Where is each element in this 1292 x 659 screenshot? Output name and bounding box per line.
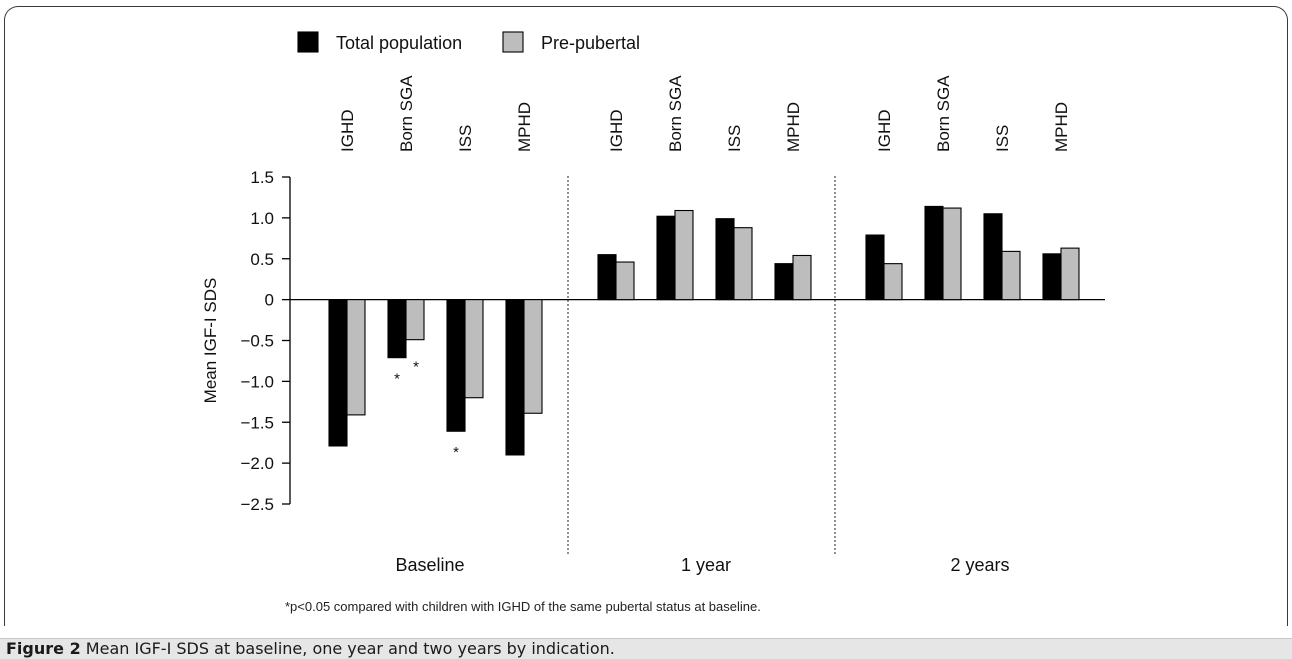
category-label: ISS [725,125,744,152]
category-label: IGHD [338,110,357,153]
group-label: 1 year [681,555,731,575]
bar-pre-pubertal [346,299,366,416]
bar-total-population [328,299,348,447]
category-label: IGHD [607,110,626,153]
category-label: IGHD [875,110,894,153]
bar-total-population [505,299,525,456]
significance-marker: * [453,444,459,461]
y-tick-label: −1.0 [240,372,274,391]
bar-total-population [774,263,794,301]
category-label: ISS [993,125,1012,152]
category-label: Born SGA [397,75,416,152]
bar-total-population [597,254,617,301]
category-label: Born SGA [666,75,685,152]
bar-total-population [865,234,885,301]
footnote: *p<0.05 compared with children with IGHD… [285,599,761,614]
bar-pre-pubertal [615,261,635,301]
caption-text: Mean IGF-I SDS at baseline, one year and… [80,639,615,658]
category-label: MPHD [1052,102,1071,152]
bar-pre-pubertal [405,299,425,341]
legend-swatch-pre-pubertal [502,31,524,53]
y-tick-label: −2.5 [240,495,274,514]
category-label: MPHD [515,102,534,152]
caption-label: Figure 2 [6,639,81,658]
y-tick-label: 0.5 [250,250,274,269]
legend-label-total-population: Total population [336,33,462,53]
group-label: 2 years [950,555,1009,575]
bar-total-population [924,205,944,301]
bar-chart: 1.5 1.0 0.5 0 −0.5 −1.0 −1.5 −2.0 −2.5 Mean IGF-I… [201,31,1105,614]
bar-total-population [446,299,466,432]
y-tick-label: 0 [265,291,274,310]
y-tick-label: −1.5 [240,413,274,432]
significance-marker: * [413,359,419,376]
bar-pre-pubertal [942,207,962,301]
bar-pre-pubertal [464,299,484,399]
bar-pre-pubertal [883,263,903,301]
bar-total-population [387,299,407,359]
y-tick-label: −2.0 [240,454,274,473]
caption-bar [0,638,1292,659]
legend-swatch-total-population [297,31,319,53]
bar-total-population [1042,253,1062,301]
significance-marker: * [394,371,400,388]
group-label: Baseline [395,555,464,575]
category-label: ISS [456,125,475,152]
category-label: MPHD [784,102,803,152]
bar-total-population [656,215,676,301]
figure-panel [4,6,1288,626]
bar-total-population [715,218,735,301]
bar-pre-pubertal [792,254,812,301]
legend-label-pre-pubertal: Pre-pubertal [541,33,640,53]
y-tick-label: 1.5 [250,168,274,187]
bar-pre-pubertal [1001,250,1021,301]
bar-pre-pubertal [1060,247,1080,301]
y-tick-label: −0.5 [240,332,274,351]
bar-pre-pubertal [523,299,543,414]
bar-pre-pubertal [733,227,753,301]
bar-total-population [983,213,1003,301]
bar-pre-pubertal [674,209,694,301]
y-axis-title: Mean IGF-I SDS [201,278,220,404]
figure-caption: Figure 2 Mean IGF-I SDS at baseline, one… [6,639,615,659]
category-label: Born SGA [934,75,953,152]
y-tick-label: 1.0 [250,209,274,228]
